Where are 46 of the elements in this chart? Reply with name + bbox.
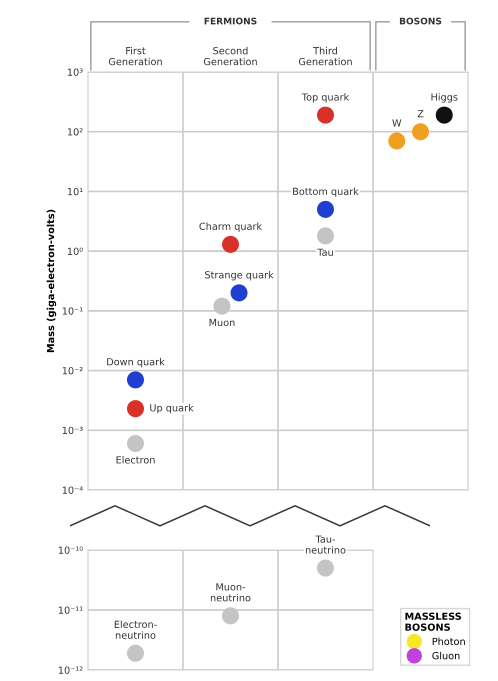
legend-title: MASSLESS BOSONS <box>405 612 462 631</box>
series-label: Higgs <box>431 93 458 103</box>
series-label: Down quark <box>107 358 165 368</box>
series-label: Charm quark <box>199 222 262 232</box>
x-tick-label: Third Generation <box>298 46 352 66</box>
point <box>126 371 144 388</box>
y-tick-label: 10⁻² <box>62 367 83 374</box>
y-tick-label: 10⁻¹ <box>62 307 83 315</box>
y-axis-title: Mass (giga-electron-volts) <box>46 210 56 352</box>
series-label: Up quark <box>150 404 194 414</box>
point <box>126 644 144 662</box>
x-tick-label: First Generation <box>108 46 162 66</box>
x-tick-label: Second Generation <box>204 46 257 66</box>
point <box>126 435 144 452</box>
series-label: W <box>392 119 402 126</box>
y-tick-label: 10⁻¹⁰ <box>58 546 83 554</box>
y-tick-label: 10¹ <box>68 188 83 196</box>
y-tick-label: 10⁻⁴ <box>62 486 83 494</box>
text: BOSONS <box>400 18 442 24</box>
point <box>222 236 240 253</box>
series-label: Tau <box>317 248 333 256</box>
point <box>316 106 334 124</box>
y-tick-label: 10³ <box>68 68 83 76</box>
series-label: Bottom quark <box>293 187 359 197</box>
series-label: Muon- neutrino <box>210 583 250 602</box>
y-tick-label: 10⁻¹² <box>58 666 83 674</box>
series-label: Electron- neutrino <box>114 620 157 639</box>
series-label: Muon <box>210 318 234 326</box>
legend-label: Gluon <box>432 652 460 660</box>
point <box>316 560 334 577</box>
point <box>126 400 144 418</box>
series-label: Z <box>418 110 424 118</box>
y-tick-label: 10² <box>68 128 83 136</box>
point <box>316 227 334 244</box>
series-label: Strange quark <box>205 270 274 280</box>
point <box>222 607 240 624</box>
series-label: Top quark <box>302 93 350 103</box>
series-label: Tau- neutrino <box>306 536 346 554</box>
text: FERMIONS <box>204 18 257 24</box>
y-tick-label: 10⁻³ <box>62 426 83 434</box>
y-tick-label: 10⁰ <box>68 248 83 255</box>
point <box>316 200 334 218</box>
y-tick-label: 10⁻¹¹ <box>58 606 83 614</box>
legend-label: Photon <box>432 638 465 646</box>
point <box>412 123 430 140</box>
series-label: Electron <box>116 456 155 464</box>
